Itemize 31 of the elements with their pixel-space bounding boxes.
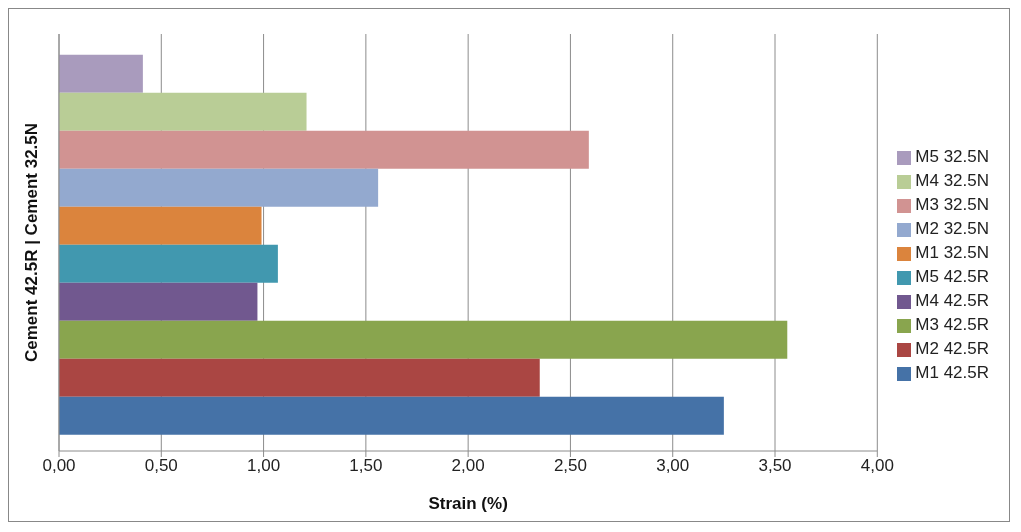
legend-label: M3 32.5N xyxy=(915,195,989,214)
x-tick-label: 1,50 xyxy=(349,456,383,476)
legend-label: M4 32.5N xyxy=(915,171,989,190)
bar xyxy=(59,282,258,321)
legend-label: M3 42.5R xyxy=(915,315,989,334)
x-tick-label: 4,00 xyxy=(860,456,894,476)
x-tick-label: 0,00 xyxy=(42,456,76,476)
bar xyxy=(59,92,307,131)
legend-label: M2 32.5N xyxy=(915,219,989,238)
legend-label: M1 32.5N xyxy=(915,243,989,262)
x-tick-label: 2,50 xyxy=(553,456,587,476)
bar xyxy=(59,396,724,435)
legend-label: M5 32.5N xyxy=(915,147,989,166)
bar xyxy=(59,206,262,245)
bar xyxy=(59,244,278,283)
x-tick-label: 0,50 xyxy=(144,456,178,476)
x-tick-label: 3,50 xyxy=(758,456,792,476)
x-axis-title: Strain (%) xyxy=(428,494,508,513)
x-tick-label: 2,00 xyxy=(451,456,485,476)
x-tick-label: 3,00 xyxy=(656,456,690,476)
bar xyxy=(59,168,379,207)
bar xyxy=(59,320,788,359)
bar xyxy=(59,130,589,169)
legend-label: M1 42.5R xyxy=(915,363,989,382)
legend-label: M4 42.5R xyxy=(915,291,989,310)
x-tick-label: 1,00 xyxy=(247,456,281,476)
bar xyxy=(59,54,143,93)
legend-label: M5 42.5R xyxy=(915,267,989,286)
bar xyxy=(59,358,540,397)
legend-label: M2 42.5R xyxy=(915,339,989,358)
y-axis-title: Cement 42.5R | Cement 32.5N xyxy=(22,122,42,363)
